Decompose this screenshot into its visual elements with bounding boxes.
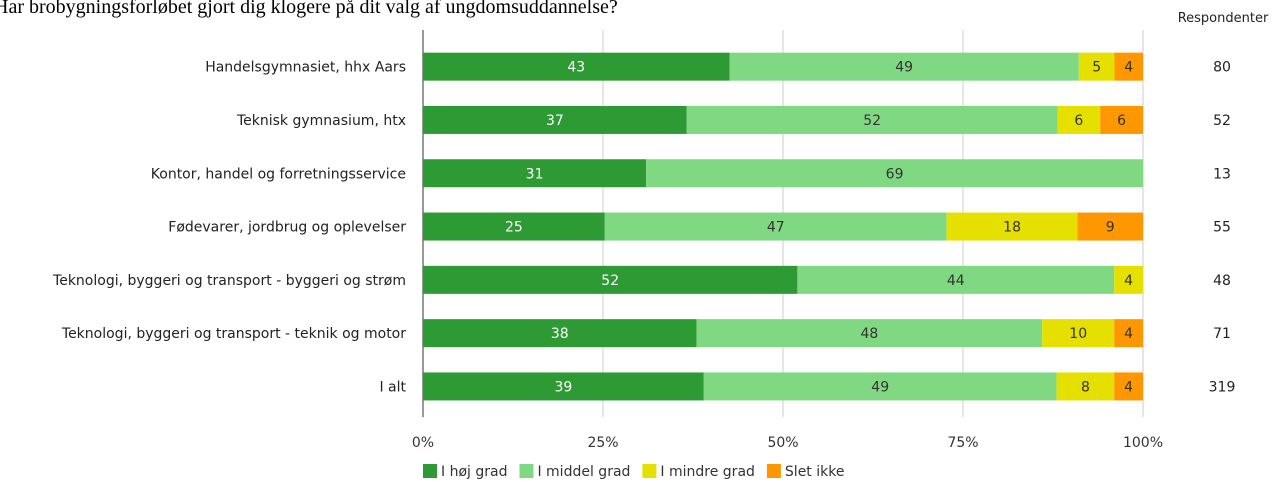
bar-segment bbox=[1056, 372, 1115, 401]
x-tick-label: 0% bbox=[412, 435, 434, 451]
bar-segment bbox=[686, 105, 1058, 134]
data-label: 4 bbox=[1124, 60, 1133, 76]
data-label: 4 bbox=[1124, 379, 1133, 395]
respondent-count: 52 bbox=[1213, 113, 1231, 129]
data-label: 52 bbox=[863, 113, 881, 129]
data-label: 9 bbox=[1106, 220, 1115, 236]
legend-swatch bbox=[423, 464, 437, 478]
respondent-count: 319 bbox=[1209, 379, 1236, 395]
bar-segment bbox=[423, 265, 798, 294]
data-label: 31 bbox=[526, 166, 544, 182]
legend-label: Slet ikke bbox=[785, 464, 845, 480]
data-label: 10 bbox=[1069, 326, 1087, 342]
bar-segment bbox=[1114, 52, 1143, 81]
legend-label: I høj grad bbox=[441, 464, 507, 480]
bar-segment bbox=[1114, 319, 1143, 348]
respondent-count: 13 bbox=[1213, 166, 1231, 182]
data-label: 49 bbox=[895, 60, 913, 76]
x-tick-label: 75% bbox=[947, 435, 978, 451]
bar-segment bbox=[423, 52, 730, 81]
data-label: 39 bbox=[554, 379, 572, 395]
respondent-count: 80 bbox=[1213, 60, 1231, 76]
bar-segment bbox=[1114, 372, 1143, 401]
bar-segment bbox=[604, 212, 947, 241]
chart-title: Har brobygningsforløbet gjort dig kloger… bbox=[0, 0, 618, 18]
bar-segment bbox=[1100, 105, 1143, 134]
bar-segment bbox=[1078, 52, 1115, 81]
legend-label: I mindre grad bbox=[660, 464, 755, 480]
bar-segment bbox=[423, 372, 704, 401]
bar-segment bbox=[729, 52, 1079, 81]
x-tick-label: 50% bbox=[767, 435, 798, 451]
bar-segment bbox=[1114, 265, 1143, 294]
respondents-header: Respondenter bbox=[1178, 11, 1269, 26]
bar-segment bbox=[946, 212, 1078, 241]
data-label: 6 bbox=[1074, 113, 1083, 129]
data-label: 18 bbox=[1003, 220, 1021, 236]
data-label: 25 bbox=[505, 220, 523, 236]
legend-swatch bbox=[766, 464, 781, 478]
bar-segment bbox=[1077, 212, 1143, 241]
bar-segment bbox=[423, 212, 605, 241]
data-label: 49 bbox=[871, 379, 889, 395]
category-label: Teknologi, byggeri og transport - teknik… bbox=[61, 326, 406, 342]
data-label: 6 bbox=[1117, 113, 1126, 129]
category-label: Teknologi, byggeri og transport - bygger… bbox=[52, 273, 406, 289]
data-label: 44 bbox=[947, 273, 965, 289]
legend-swatch bbox=[642, 464, 657, 478]
data-label: 5 bbox=[1092, 60, 1101, 76]
respondent-count: 55 bbox=[1213, 220, 1231, 236]
data-label: 38 bbox=[551, 326, 569, 342]
category-label: Fødevarer, jordbrug og oplevelser bbox=[168, 220, 406, 236]
data-label: 47 bbox=[767, 220, 785, 236]
data-label: 8 bbox=[1081, 379, 1090, 395]
bar-segment bbox=[703, 372, 1057, 401]
legend-label: I middel grad bbox=[537, 464, 630, 480]
bar-segment bbox=[696, 319, 1043, 348]
bar-segment bbox=[646, 159, 1143, 188]
x-tick-label: 25% bbox=[587, 435, 618, 451]
respondent-count: 48 bbox=[1213, 273, 1231, 289]
respondent-count: 71 bbox=[1213, 326, 1231, 342]
bar-segment bbox=[797, 265, 1115, 294]
category-label: Kontor, handel og forretningsservice bbox=[151, 166, 406, 182]
data-label: 52 bbox=[601, 273, 619, 289]
data-label: 48 bbox=[860, 326, 878, 342]
data-label: 4 bbox=[1124, 273, 1133, 289]
bar-segment bbox=[423, 319, 697, 348]
data-label: 43 bbox=[567, 60, 585, 76]
bar-segment bbox=[1042, 319, 1115, 348]
legend-swatch bbox=[519, 464, 534, 478]
bar-segment bbox=[1057, 105, 1101, 134]
data-label: 4 bbox=[1124, 326, 1133, 342]
bar-segment bbox=[423, 159, 647, 188]
category-label: Teknisk gymnasium, htx bbox=[236, 113, 406, 129]
bar-segment bbox=[423, 105, 687, 134]
category-label: I alt bbox=[379, 379, 406, 395]
category-label: Handelsgymnasiet, hhx Aars bbox=[205, 60, 406, 76]
data-label: 69 bbox=[886, 166, 904, 182]
x-tick-label: 100% bbox=[1123, 435, 1163, 451]
data-label: 37 bbox=[546, 113, 564, 129]
